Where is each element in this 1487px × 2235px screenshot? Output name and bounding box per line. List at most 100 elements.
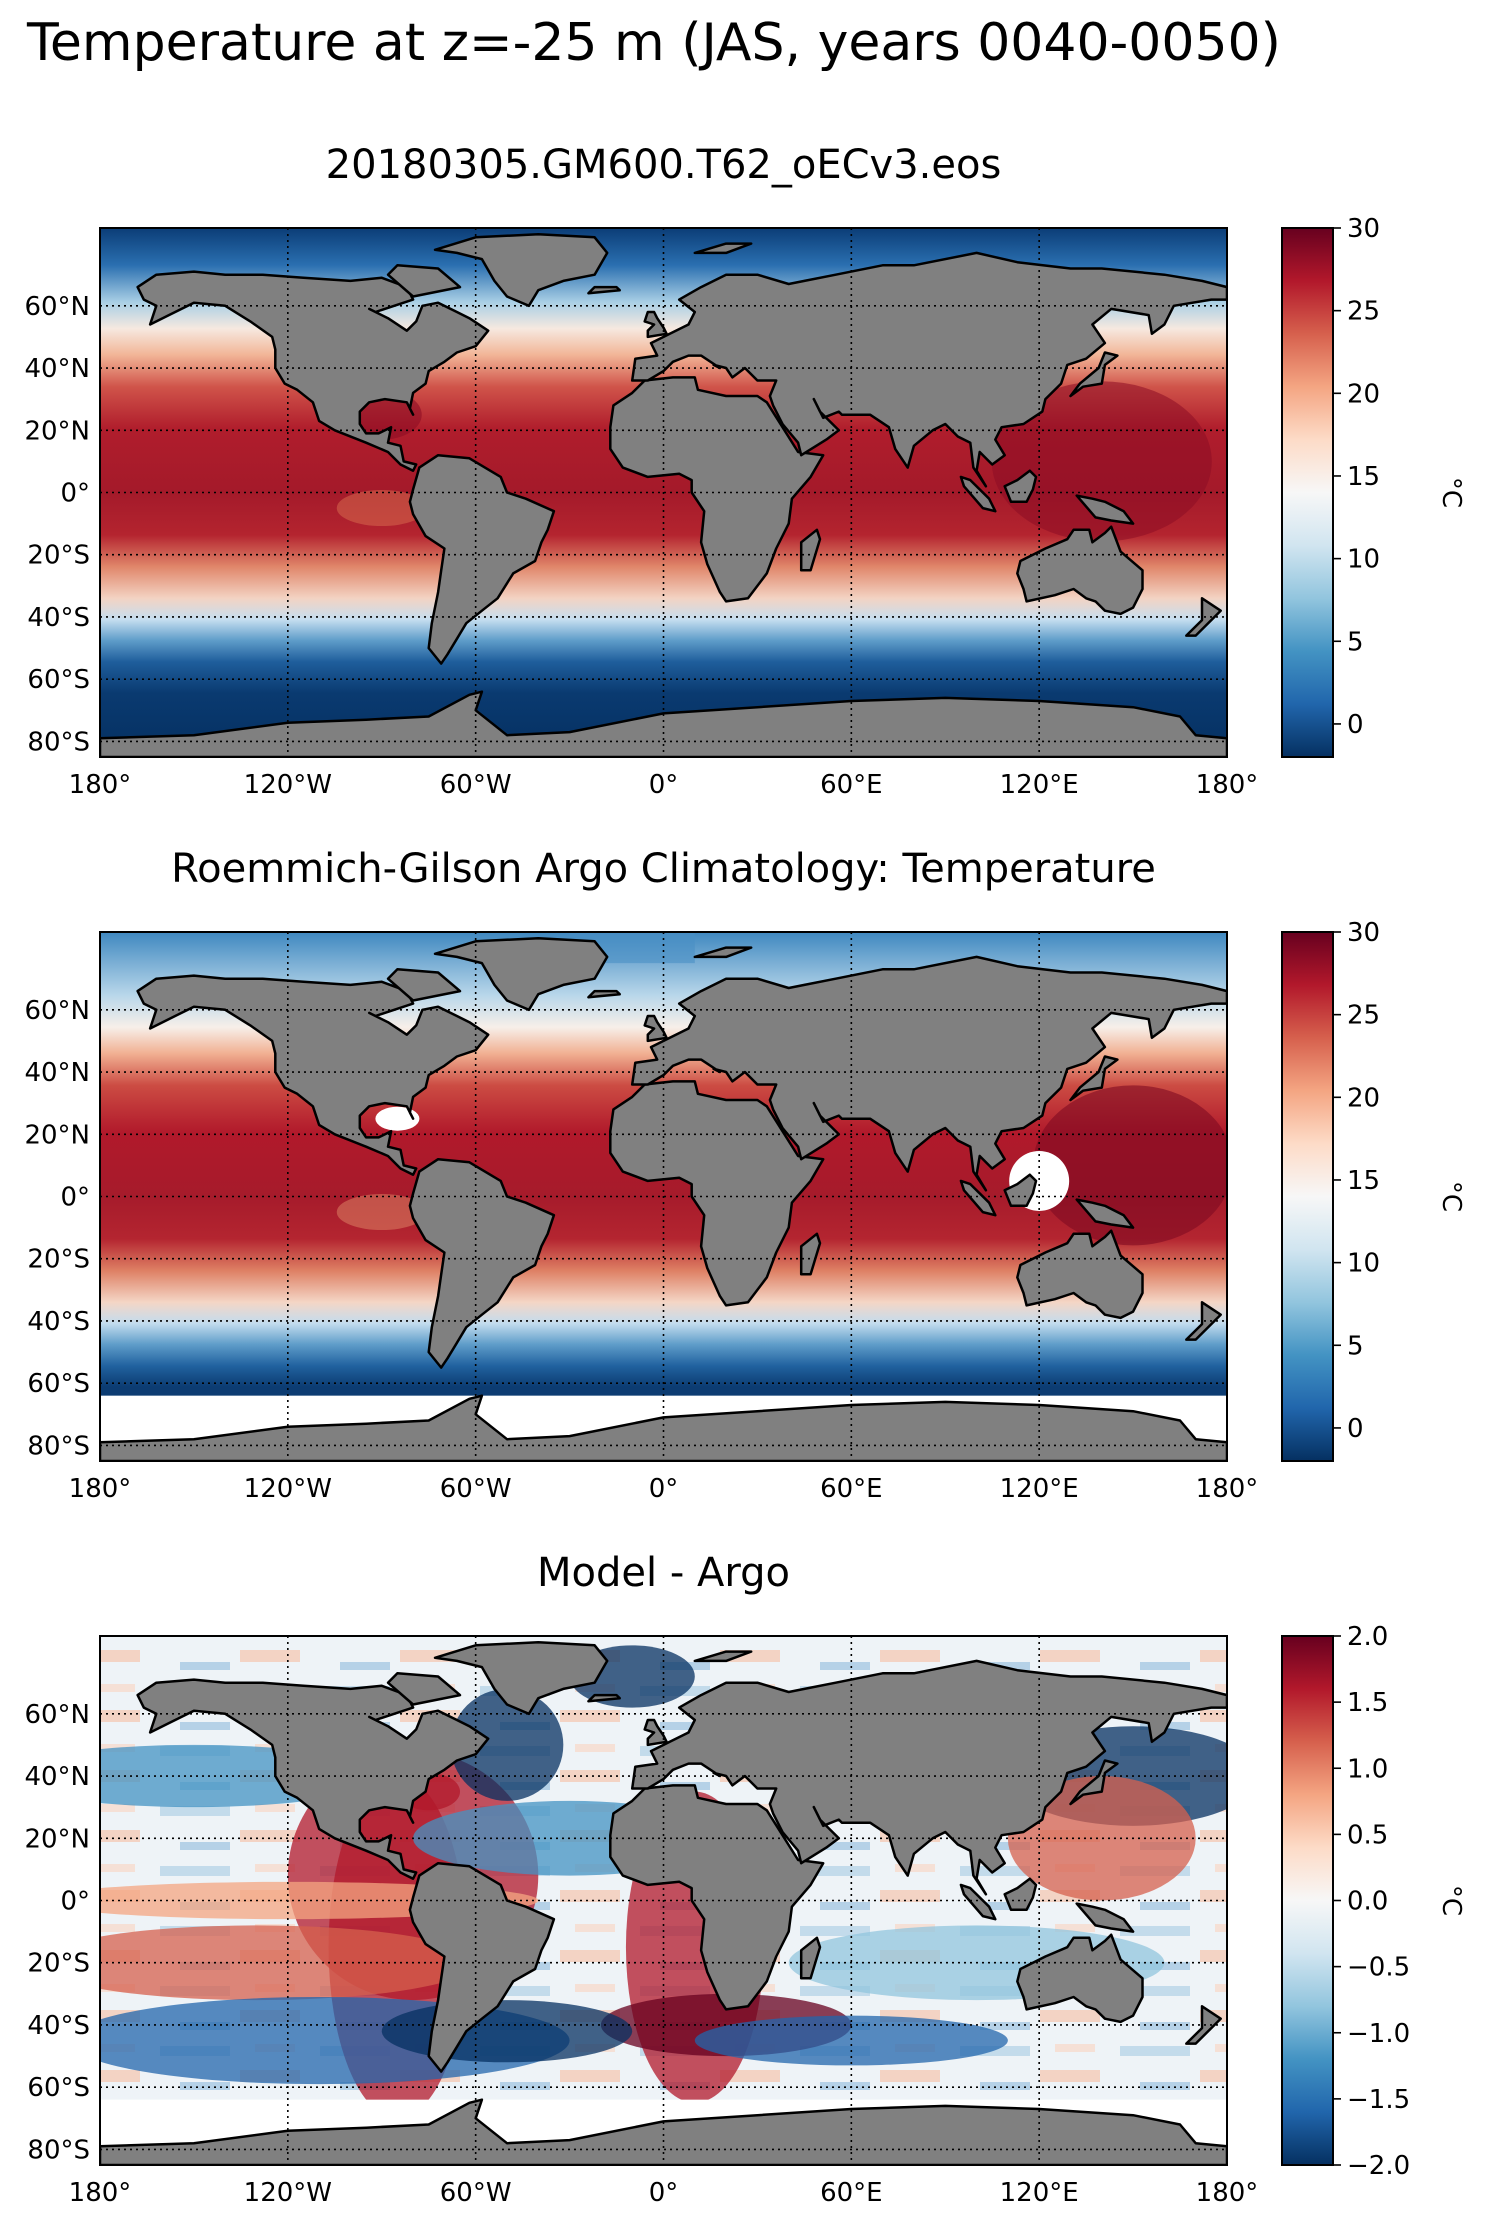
colorbar-label: °C bbox=[1436, 477, 1466, 508]
cold-tongue bbox=[336, 1194, 427, 1231]
map-frame bbox=[99, 931, 1228, 1462]
colorbar-tick-label: 0 bbox=[1347, 1414, 1364, 1444]
ytick-label: 80°S bbox=[27, 2135, 90, 2165]
land-svalbard bbox=[693, 242, 753, 255]
land-borneo bbox=[1003, 1173, 1038, 1208]
map-area bbox=[100, 228, 1227, 757]
land-south-america bbox=[408, 1861, 556, 2073]
ytick-label: 60°S bbox=[27, 1369, 90, 1399]
map-frame bbox=[99, 1635, 1228, 2166]
land-madagascar bbox=[799, 528, 822, 572]
ytick-label: 0° bbox=[60, 479, 90, 509]
land-antarctica bbox=[100, 2098, 1227, 2165]
colorbar-tick-label: 5 bbox=[1347, 1331, 1364, 1361]
land-north-america bbox=[136, 270, 490, 472]
colorbar-tick-label: 30 bbox=[1347, 918, 1380, 948]
anomaly-patch bbox=[450, 1688, 564, 1801]
land-sumatra bbox=[959, 1179, 997, 1217]
colorbar-label: °C bbox=[1436, 1885, 1466, 1916]
land-new-zealand bbox=[1185, 1301, 1222, 1341]
land-madagascar bbox=[799, 1232, 822, 1276]
land-iceland bbox=[587, 1693, 621, 1703]
land-japan bbox=[1069, 351, 1119, 398]
land-new-zealand bbox=[1185, 2005, 1222, 2045]
colorbar bbox=[1281, 227, 1334, 758]
colorbar-tick-label: 0.0 bbox=[1347, 1887, 1388, 1917]
colorbar-tick-label: 20 bbox=[1347, 1083, 1380, 1113]
ytick-label: 80°S bbox=[27, 727, 90, 757]
land-australia bbox=[1016, 525, 1144, 616]
panel-2: Roemmich-Gilson Argo Climatology: Temper… bbox=[24, 846, 1466, 1504]
land-north-america bbox=[136, 1678, 490, 1880]
map-frame bbox=[99, 227, 1228, 758]
land-antarctica bbox=[100, 1394, 1227, 1461]
colorbar-tick-label: 15 bbox=[1347, 1166, 1380, 1196]
panel-title: 20180305.GM600.T62_oECv3.eos bbox=[326, 142, 1002, 188]
xtick-label: 60°W bbox=[440, 1474, 512, 1504]
colorbar-tick-label: 20 bbox=[1347, 379, 1380, 409]
colorbar-tick-label: −0.5 bbox=[1347, 1953, 1410, 1983]
map-area bbox=[100, 1636, 1227, 2165]
land-new-guinea bbox=[1075, 494, 1135, 525]
land-greenland bbox=[433, 936, 609, 1012]
anomaly-patch bbox=[1007, 1776, 1196, 1901]
xtick-label: 180° bbox=[1196, 1474, 1259, 1504]
map-area bbox=[100, 932, 1227, 1461]
xtick-label: 180° bbox=[69, 1474, 132, 1504]
ytick-label: 60°N bbox=[24, 996, 90, 1026]
figure-title: Temperature at z=-25 m (JAS, years 0040-… bbox=[26, 13, 1281, 73]
ytick-label: 20°N bbox=[24, 1824, 90, 1854]
ytick-label: 80°S bbox=[27, 1431, 90, 1461]
colorbar-tick-label: 25 bbox=[1347, 1001, 1380, 1031]
xtick-label: 60°W bbox=[440, 770, 512, 800]
ytick-label: 20°S bbox=[27, 1949, 90, 1979]
land-eurasia bbox=[630, 1659, 1227, 1896]
xtick-label: 0° bbox=[649, 770, 679, 800]
no-data-gulf bbox=[375, 1106, 420, 1131]
ytick-label: 40°S bbox=[27, 1307, 90, 1337]
colorbar bbox=[1281, 931, 1334, 1462]
anomaly-patch bbox=[381, 2000, 633, 2063]
land-borneo bbox=[1003, 469, 1038, 504]
land-new-guinea bbox=[1075, 1902, 1135, 1933]
xtick-label: 120°W bbox=[244, 1474, 332, 1504]
land-iceland bbox=[587, 989, 621, 999]
colorbar-tick-label: 1.5 bbox=[1347, 1688, 1388, 1718]
colorbar-tick-label: 10 bbox=[1347, 545, 1380, 575]
xtick-label: 180° bbox=[69, 2178, 132, 2208]
panel-3: Model - Argo 180° 120°W 60°W 0° 60°E 120°E 180°… bbox=[24, 1550, 1466, 2208]
ytick-label: 20°N bbox=[24, 1120, 90, 1150]
land-australia bbox=[1016, 1229, 1144, 1320]
land-sumatra bbox=[959, 1883, 997, 1921]
land-australia bbox=[1016, 1933, 1144, 2024]
ytick-label: 0° bbox=[60, 1887, 90, 1917]
xtick-label: 180° bbox=[1196, 770, 1259, 800]
panel-title: Roemmich-Gilson Argo Climatology: Temper… bbox=[171, 846, 1156, 892]
land-new-guinea bbox=[1075, 1198, 1135, 1229]
land-borneo bbox=[1003, 1877, 1038, 1912]
colorbar-tick-label: −1.0 bbox=[1347, 2019, 1410, 2049]
ytick-label: 60°S bbox=[27, 2073, 90, 2103]
colorbar-tick-label: 30 bbox=[1347, 214, 1380, 244]
land-baffin bbox=[386, 968, 462, 1002]
land-baffin bbox=[386, 1672, 462, 1706]
panel-1: 20180305.GM600.T62_oECv3.eos 180° 120°W 60°… bbox=[24, 142, 1466, 800]
ytick-label: 40°S bbox=[27, 603, 90, 633]
colorbar-label: °C bbox=[1436, 1181, 1466, 1212]
ytick-label: 40°N bbox=[24, 1762, 90, 1792]
colorbar-tick-label: 25 bbox=[1347, 297, 1380, 327]
ytick-label: 20°S bbox=[27, 1245, 90, 1275]
land-iceland bbox=[587, 285, 621, 295]
land-antarctica bbox=[100, 690, 1227, 757]
xtick-label: 120°W bbox=[244, 2178, 332, 2208]
colorbar-tick-label: 2.0 bbox=[1347, 1622, 1388, 1652]
ytick-label: 40°S bbox=[27, 2011, 90, 2041]
land-eurasia bbox=[630, 251, 1227, 488]
colorbar-tick-label: 0 bbox=[1347, 710, 1364, 740]
xtick-label: 0° bbox=[649, 2178, 679, 2208]
land-south-america bbox=[408, 453, 556, 665]
land-sumatra bbox=[959, 475, 997, 513]
land-japan bbox=[1069, 1055, 1119, 1102]
ytick-label: 0° bbox=[60, 1183, 90, 1213]
